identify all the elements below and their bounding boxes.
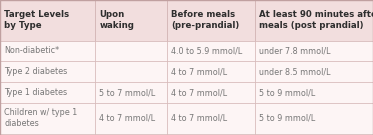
Bar [0,134,95,135]
Bar [95,61,167,82]
Text: under 7.8 mmol/L: under 7.8 mmol/L [260,46,331,55]
Bar [255,40,373,61]
Bar [0,0,95,40]
Text: 4.0 to 5.9 mmol/L: 4.0 to 5.9 mmol/L [172,46,243,55]
Bar [0,103,95,134]
Text: 4 to 7 mmol/L: 4 to 7 mmol/L [172,114,228,123]
Text: Non-diabetic*: Non-diabetic* [4,46,60,55]
Bar [0,61,95,82]
Text: 5 to 9 mmol/L: 5 to 9 mmol/L [260,88,316,97]
Bar [255,82,373,103]
Text: under 8.5 mmol/L: under 8.5 mmol/L [260,67,331,76]
Bar [0,40,95,61]
Text: 4 to 7 mmol/L: 4 to 7 mmol/L [172,88,228,97]
Bar [0,82,95,103]
Bar [167,40,255,61]
Text: Type 2 diabetes: Type 2 diabetes [4,67,68,76]
Text: Children w/ type 1
diabetes: Children w/ type 1 diabetes [4,108,78,129]
Bar [255,61,373,82]
Bar [95,103,167,134]
Bar [167,82,255,103]
Text: Type 1 diabetes: Type 1 diabetes [4,88,68,97]
Bar [167,103,255,134]
Bar [95,82,167,103]
Text: 4 to 7 mmol/L: 4 to 7 mmol/L [172,67,228,76]
Text: 5 to 7 mmol/L: 5 to 7 mmol/L [100,88,156,97]
Text: 5 to 9 mmol/L: 5 to 9 mmol/L [260,114,316,123]
Bar [167,61,255,82]
Text: At least 90 minutes after
meals (post prandial): At least 90 minutes after meals (post pr… [260,10,373,30]
Bar [255,0,373,40]
Text: 4 to 7 mmol/L: 4 to 7 mmol/L [100,114,156,123]
Text: Upon
waking: Upon waking [100,10,134,30]
Bar [95,0,167,40]
Text: Before meals
(pre-prandial): Before meals (pre-prandial) [172,10,240,30]
Bar [95,134,167,135]
Bar [167,0,255,40]
Bar [255,103,373,134]
Bar [255,134,373,135]
Bar [95,40,167,61]
Text: Target Levels
by Type: Target Levels by Type [4,10,70,30]
Bar [167,134,255,135]
